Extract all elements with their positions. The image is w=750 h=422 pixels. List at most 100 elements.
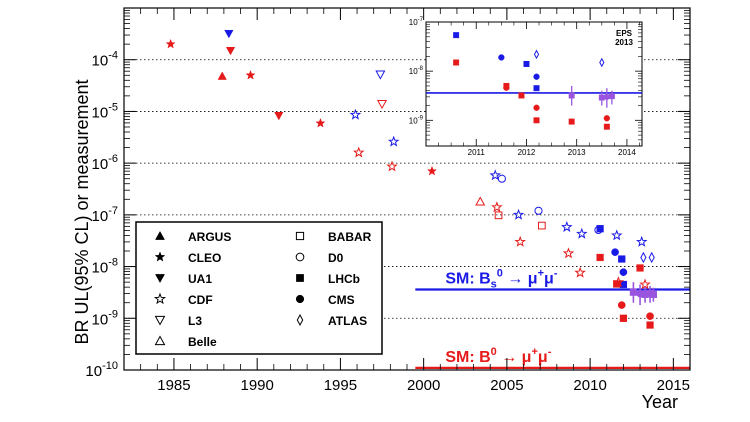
x-tick-label: 2010 [573, 377, 606, 394]
y-tick-label: 10-6 [92, 153, 118, 173]
inset-y-tick-label: 10-9 [409, 115, 424, 125]
inset-data-point [533, 117, 540, 124]
x-tick-label: 1995 [324, 377, 357, 394]
data-point [636, 264, 644, 272]
data-point [596, 253, 604, 262]
data-point [165, 38, 176, 49]
inset-data-point [608, 93, 615, 100]
data-point [596, 225, 604, 233]
data-point [386, 160, 398, 172]
x-tick-label: 1985 [157, 377, 190, 394]
legend-marker [296, 314, 304, 326]
legend-label: ARGUS [188, 230, 231, 244]
axis-ticks: 10-10 10-9 10-8 10-7 10-6 10-5 10-4 1985 1990 199… [85, 8, 691, 394]
legend-marker [154, 251, 166, 262]
y-tick-label: 10-10 [85, 360, 118, 380]
inset-x-tick-label: 2011 [468, 148, 486, 157]
legend-label: LHCb [328, 272, 360, 286]
inset-data-point [598, 94, 605, 101]
inset-x-tick-label: 2012 [518, 148, 536, 157]
inset-x-tick-label: 2014 [618, 148, 636, 157]
data-point [376, 100, 388, 110]
inset-data-point [453, 59, 460, 66]
data-point [352, 146, 365, 158]
data-point [491, 201, 503, 213]
x-tick-label: 2000 [407, 377, 440, 394]
data-point [640, 251, 647, 264]
y-axis-title: BR UL(95% CL) or measurement [72, 79, 92, 344]
inset-data-point [533, 85, 540, 92]
legend-label: BABAR [328, 230, 372, 244]
data-point [387, 135, 400, 147]
data-point [561, 221, 573, 232]
inset-data-point [603, 93, 610, 100]
inset-data-point [523, 60, 530, 67]
inset-data-point [498, 54, 505, 61]
x-tick-label: 1990 [240, 377, 273, 394]
data-point [349, 108, 362, 120]
inset-annotation: EPS [616, 29, 633, 38]
y-tick-label: 10-9 [92, 308, 118, 328]
legend-marker [154, 335, 166, 346]
y-tick-label: 10-4 [92, 50, 118, 70]
legend-box [135, 221, 383, 355]
data-point [629, 288, 638, 296]
data-point [514, 235, 526, 247]
inset-data-point [568, 118, 575, 125]
data-point [225, 46, 236, 56]
x-axis-title: Year [642, 392, 678, 412]
data-point [537, 221, 546, 230]
legend-marker [153, 292, 167, 305]
data-point [617, 301, 626, 309]
legend-label: D0 [328, 251, 344, 265]
data-point [217, 71, 227, 80]
data-point [576, 227, 588, 239]
inset-data-point [533, 49, 540, 60]
data-point [574, 266, 586, 278]
legend: ARGUS CLEO UA1 CDF L3 Belle BABAR D0 LHCb CMS ATLA… [135, 221, 383, 355]
data-point [648, 251, 655, 264]
sm-label: SM: B0 → μ+μ- [445, 346, 551, 366]
data-point [494, 211, 503, 220]
y-tick-label: 10-5 [92, 101, 118, 121]
data-point [512, 208, 525, 220]
inset-data-point [568, 92, 575, 99]
data-point [611, 248, 619, 256]
legend-marker [295, 294, 305, 304]
x-tick-label: 2005 [490, 377, 523, 394]
data-point [489, 169, 501, 181]
data-point [534, 206, 543, 215]
data-point [635, 235, 648, 247]
sm-label: SM: Bs0 → μ+μ- [445, 268, 557, 291]
inset-y-tick-label: 10-8 [409, 66, 424, 76]
inset-data-point [533, 73, 540, 80]
data-point [274, 112, 284, 121]
data-point [497, 174, 506, 183]
inset-data-point [518, 92, 525, 99]
y-tick-label: 10-7 [92, 205, 118, 225]
legend-label: CLEO [188, 251, 221, 265]
legend-label: CMS [328, 293, 355, 307]
inset-data-point [599, 57, 605, 68]
data-point [375, 70, 386, 80]
data-point [646, 321, 654, 329]
legend-marker [155, 230, 165, 240]
legend-label: UA1 [188, 272, 212, 286]
data-point [224, 29, 234, 39]
data-point [475, 196, 486, 206]
data-point [649, 290, 657, 298]
inset-data-point [453, 32, 460, 39]
inset-x-tick-label: 2013 [568, 148, 586, 157]
y-tick-label: 10-8 [92, 257, 118, 277]
data-point [315, 117, 326, 128]
data-point [639, 278, 651, 290]
inset-data-point [603, 115, 610, 122]
legend-label: Belle [188, 335, 217, 349]
data-point [611, 229, 623, 241]
legend-marker [295, 231, 305, 241]
legend-marker [296, 274, 304, 282]
legend-label: CDF [188, 293, 213, 307]
inset-data-point [533, 104, 540, 111]
data-point [619, 314, 628, 322]
inset-y-tick-label: 10-7 [409, 17, 424, 27]
